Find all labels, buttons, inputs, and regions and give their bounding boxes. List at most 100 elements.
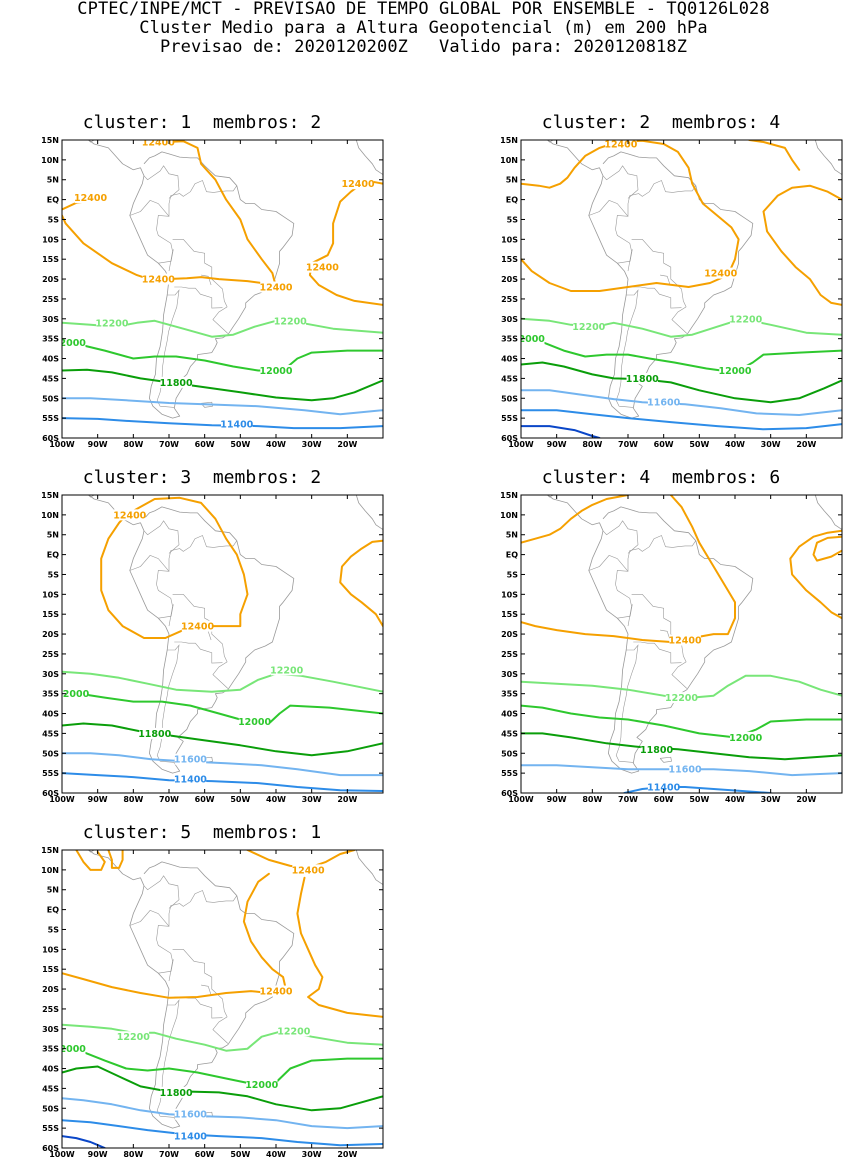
country-border [201, 274, 212, 286]
lat-tick-label: 25S [501, 295, 518, 304]
lon-tick-label: 40W [266, 795, 286, 804]
contour-label: 11600 [647, 398, 680, 409]
coastline-south-america [72, 495, 295, 774]
lat-tick-label: 15N [41, 491, 59, 500]
contour-label: 11600 [174, 1110, 207, 1121]
lat-tick-label: 45S [42, 374, 59, 383]
header-title: CPTEC/INPE/MCT - PREVISAO DE TEMPO GLOBA… [77, 0, 770, 19]
country-border [143, 520, 180, 554]
lat-tick-label: 40S [42, 1065, 59, 1074]
lon-tick-label: 50W [689, 440, 709, 449]
country-border [172, 594, 229, 689]
country-border [615, 644, 639, 763]
lat-tick-label: 20S [42, 630, 59, 639]
panel-title: cluster: 4 membros: 6 [541, 467, 781, 488]
contour-label: 12200 [277, 1026, 310, 1037]
lat-tick-label: 5S [507, 215, 519, 224]
lon-tick-label: 20W [796, 795, 816, 804]
lat-tick-label: EQ [506, 551, 518, 560]
contour-label-bg [573, 321, 605, 333]
lat-tick-label: 25S [501, 650, 518, 659]
plot-frame [520, 139, 843, 439]
contour-line-12400 [789, 529, 842, 620]
country-border [633, 286, 682, 309]
contour-line-12400 [748, 140, 801, 171]
contour-label-bg [306, 261, 339, 273]
map-area: 12400 12200 12000 11800 11600 11400 15N 10N 5N EQ… [481, 488, 843, 808]
lon-tick-label: 80W [123, 440, 143, 449]
map-content: 12400 12400 12200 12200 2000 12000 11800 11600 [521, 140, 842, 438]
country-border [156, 180, 238, 272]
contour-line-12400 [521, 140, 740, 292]
lon-tick-label: 20W [337, 795, 357, 804]
lon-tick-label: 100W [508, 440, 534, 449]
lat-tick-label: 5S [48, 570, 60, 579]
contour-label-bg [114, 509, 146, 521]
lat-tick-label: 35S [501, 335, 518, 344]
map-content: 12400 12400 12200 12200 2000 12000 11800 11600 1… [59, 850, 383, 1148]
contour-label-bg [729, 731, 762, 743]
contour-label-bg [142, 273, 175, 285]
contour-line-11600 [62, 397, 383, 416]
lat-tick-label: 15N [41, 136, 59, 145]
panel-title: cluster: 3 membros: 2 [82, 467, 322, 488]
lat-tick-label: 10N [500, 156, 518, 165]
contour-label: 2000 [59, 1044, 86, 1055]
contour-label-bg [647, 396, 680, 408]
lat-tick-label: 45S [42, 1084, 59, 1093]
contour-label: 12400 [113, 510, 146, 521]
lat-tick-label: 60S [501, 789, 518, 798]
lat-tick-label: 30S [501, 315, 518, 324]
lat-tick-label: 5S [507, 570, 519, 579]
country-border [143, 875, 180, 909]
lat-tick-label: 10S [42, 945, 59, 954]
coastline-falklands [659, 756, 672, 763]
lon-tick-label: 40W [266, 440, 286, 449]
contour-label-bg [142, 140, 175, 148]
lon-tick-label: 20W [337, 1150, 357, 1159]
country-border [617, 604, 633, 619]
panel-title: cluster: 1 membros: 2 [82, 112, 322, 133]
lon-tick-label: 80W [582, 440, 602, 449]
lat-tick-label: 20S [501, 630, 518, 639]
country-border [129, 200, 170, 217]
lat-tick-label: 35S [42, 335, 59, 344]
lat-tick-label: 10S [501, 590, 518, 599]
coastline-africa [814, 140, 842, 176]
lat-tick-label: 15S [501, 610, 518, 619]
coastline-africa [355, 850, 383, 886]
lat-tick-label: 45S [42, 729, 59, 738]
contour-label: 12000 [56, 689, 89, 700]
lat-tick-label: 20S [501, 275, 518, 284]
contour-label: 11400 [174, 1132, 207, 1143]
lat-tick-label: EQ [506, 196, 518, 205]
lat-tick-label: 40S [42, 355, 59, 364]
contour-line-11800 [521, 361, 842, 404]
contour-line-12400 [75, 850, 106, 871]
lat-tick-label: 60S [501, 434, 518, 443]
contour-label-bg [174, 773, 207, 785]
lon-tick-label: 80W [123, 1150, 143, 1159]
map-panel-cluster-5: cluster: 5 membros: 1 12400 12400 12200 122… [22, 822, 384, 1163]
contour-line-12000 [62, 692, 383, 725]
lon-tick-label: 70W [159, 440, 179, 449]
lon-tick-label: 100W [49, 795, 75, 804]
country-border [158, 959, 174, 974]
lat-tick-label: 15N [500, 491, 518, 500]
country-border [615, 535, 697, 627]
panel-title: cluster: 5 membros: 1 [82, 822, 322, 843]
map-area: 12400 12400 12200 12200 2000 12000 11800 11600 1… [22, 843, 384, 1163]
map-area: 12400 12400 12400 12400 12400 12400 12200 12200… [22, 133, 384, 453]
lat-tick-label: 40S [501, 710, 518, 719]
contour-line-12200 [62, 670, 383, 693]
contour-label-bg [278, 1025, 310, 1037]
contour-line-11400 [623, 786, 772, 793]
lat-tick-label: 5N [47, 886, 59, 895]
contour-label-bg [181, 620, 214, 632]
contour-label-bg [605, 140, 637, 150]
contour-label: 12200 [572, 322, 605, 333]
contour-label: 12200 [665, 693, 698, 704]
lat-tick-label: 10N [41, 156, 59, 165]
lat-tick-label: 50S [501, 394, 518, 403]
lon-tick-label: 30W [761, 440, 781, 449]
